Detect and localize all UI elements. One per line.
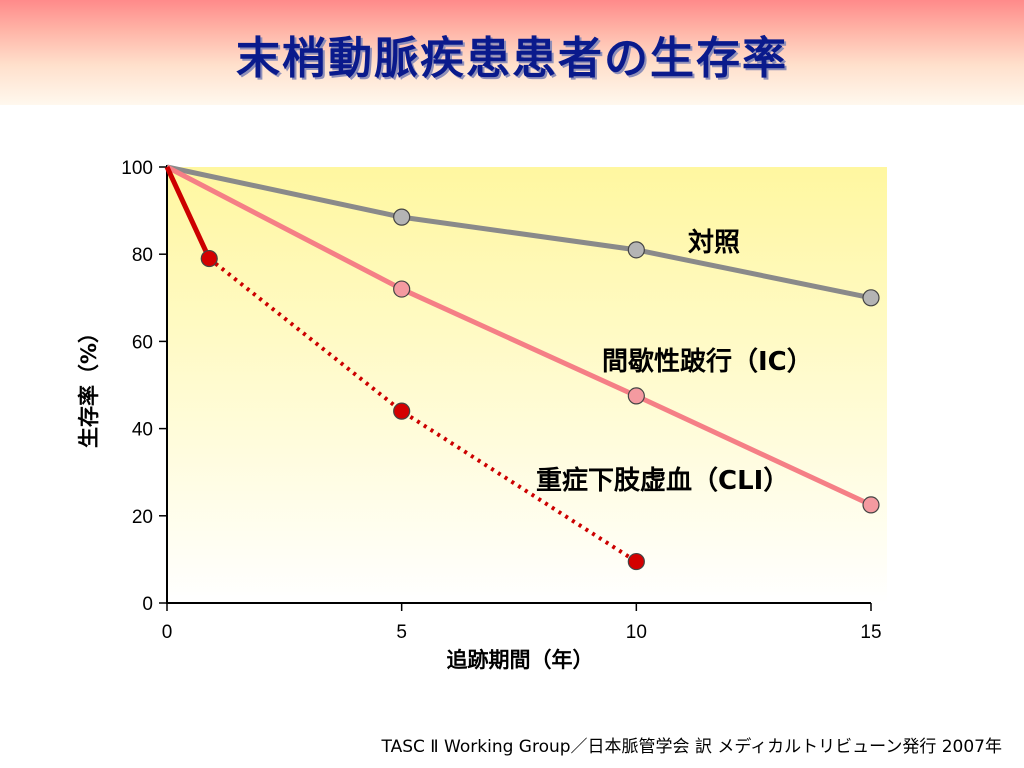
series-1-point: [627, 387, 645, 405]
y-tick-label: 20: [132, 507, 153, 528]
series-3-point: [627, 552, 645, 571]
series-0-point: [627, 241, 645, 259]
series-1-point: [862, 496, 880, 514]
series-0-point: [862, 289, 880, 307]
series-line-3: [207, 256, 638, 564]
series-line-2: [164, 165, 212, 260]
series-line-1: [165, 164, 873, 508]
y-tick-label: 80: [132, 245, 153, 266]
plot-area: [167, 167, 887, 603]
y-tick-label: 0: [142, 594, 153, 615]
series-line-0: [166, 164, 872, 301]
y-tick-label: 100: [121, 158, 153, 179]
page-title: 末梢動脈疾患患者の生存率: [236, 33, 788, 84]
series-label-ic: 間歇性跛行（IC）: [602, 346, 813, 377]
series-2-point: [200, 249, 218, 268]
series-1-point: [393, 280, 411, 298]
y-tick-label: 40: [132, 420, 153, 441]
series-3-point: [393, 402, 411, 420]
x-tick-label: 15: [860, 622, 881, 643]
x-tick-label: 5: [396, 622, 407, 643]
x-axis-title: 追跡期間（年）: [447, 648, 594, 672]
x-tick-label: 10: [626, 622, 647, 643]
source-citation: TASC Ⅱ Working Group／日本脈管学会 訳 メディカルトリビュー…: [381, 737, 1002, 757]
y-tick-label: 60: [132, 332, 153, 353]
title-banner: 末梢動脈疾患患者の生存率: [0, 0, 1024, 105]
series-label-control: 対照: [688, 228, 740, 258]
y-axis-title: 生存率（%）: [77, 322, 101, 448]
x-tick-label: 0: [162, 622, 173, 643]
series-label-cli: 重症下肢虚血（CLI）: [536, 465, 789, 496]
series-0-point: [393, 208, 411, 226]
